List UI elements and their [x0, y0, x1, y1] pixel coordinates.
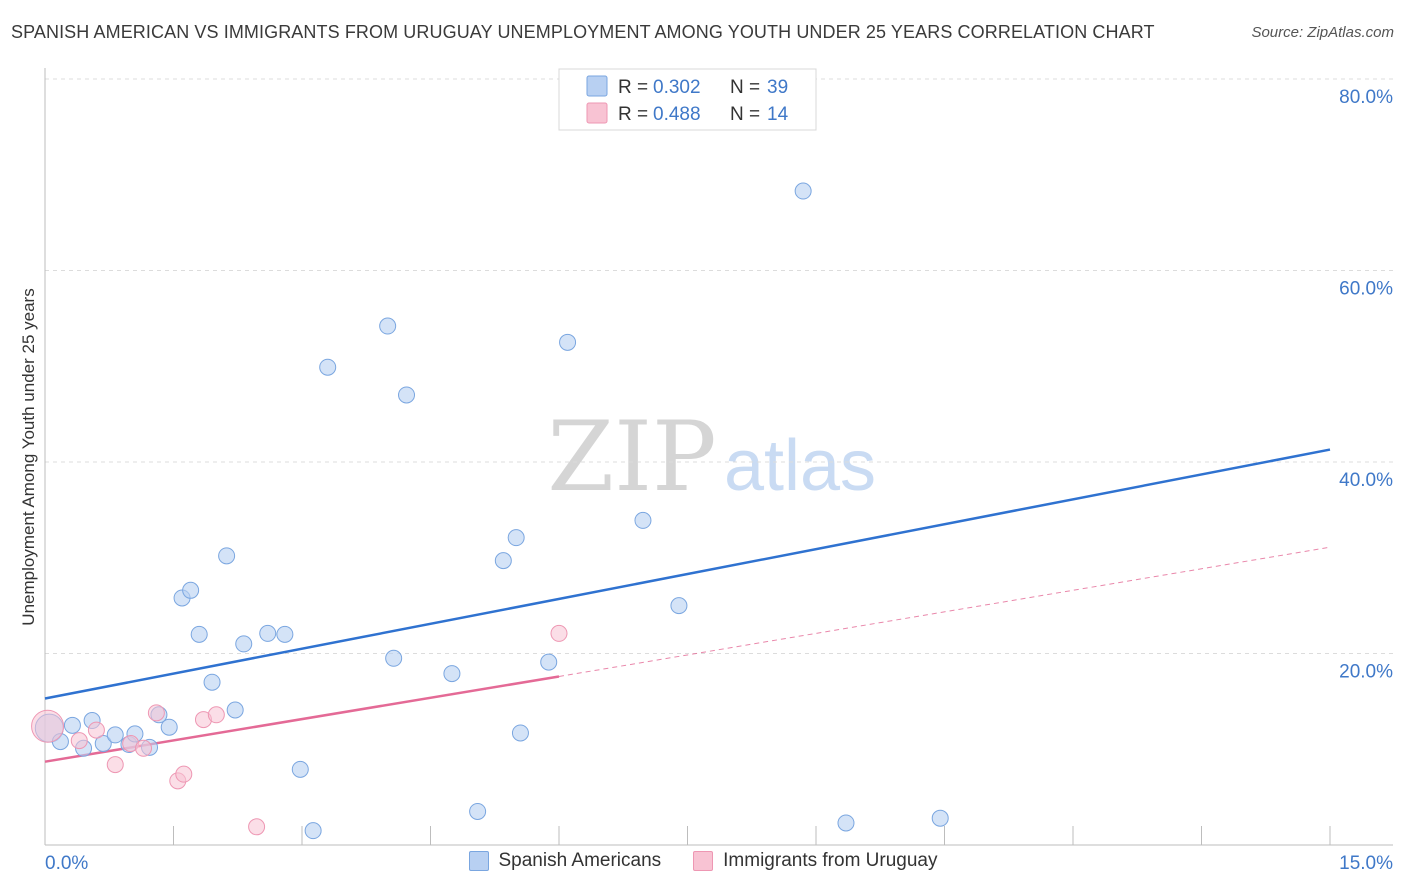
point-spanish-americans: [385, 649, 403, 667]
point-immigrants-uruguay: [135, 739, 153, 757]
trend-extension-immigrants-uruguay: [558, 546, 1331, 677]
point-spanish-americans: [398, 386, 416, 404]
x-tick-label-min: 0.0%: [45, 853, 88, 874]
source-credit: Source: ZipAtlas.com: [1251, 24, 1394, 41]
swatch-spanish-americans: [468, 851, 489, 871]
legend-label-spanish-americans: Spanish Americans: [498, 850, 662, 871]
chart-title: SPANISH AMERICAN VS IMMIGRANTS FROM URUG…: [11, 22, 1155, 42]
legend-r-label-1: R =: [618, 77, 648, 98]
point-spanish-americans: [494, 552, 512, 570]
point-spanish-americans: [182, 581, 200, 599]
point-spanish-americans: [276, 625, 294, 643]
x-tick-label-max: 15.0%: [1339, 853, 1393, 874]
point-immigrants-uruguay: [248, 818, 266, 836]
watermark-zip: ZIP: [547, 401, 716, 513]
point-spanish-americans: [469, 802, 487, 820]
point-spanish-americans: [670, 597, 688, 615]
legend-item-immigrants-uruguay: Immigrants from Uruguay: [693, 850, 938, 872]
point-spanish-americans: [259, 624, 277, 642]
legend-n-value-1: 39: [767, 77, 788, 98]
legend-r-value-1: 0.302: [653, 77, 701, 98]
legend-n-label-1: N =: [730, 77, 760, 98]
point-spanish-americans: [559, 333, 577, 351]
point-spanish-americans: [511, 724, 529, 742]
point-immigrants-uruguay: [87, 721, 105, 739]
point-spanish-americans: [94, 735, 112, 753]
correlation-legend: R = 0.302 N = 39 R = 0.488 N = 14: [558, 68, 817, 131]
y-tick-label-20: 20.0%: [1339, 662, 1393, 683]
point-spanish-americans: [794, 182, 812, 200]
legend-swatch-pink: [586, 102, 608, 124]
point-spanish-americans: [235, 635, 253, 653]
point-spanish-americans: [837, 814, 855, 832]
legend-swatch-blue: [586, 75, 608, 97]
point-spanish-americans: [190, 625, 208, 643]
legend-r-label-2: R =: [618, 104, 648, 125]
point-immigrants-uruguay: [31, 709, 65, 743]
y-axis-label: Unemployment Among Youth under 25 years: [19, 288, 38, 625]
y-tick-label-60: 60.0%: [1339, 279, 1393, 300]
point-spanish-americans: [106, 726, 124, 744]
point-spanish-americans: [634, 511, 652, 529]
point-immigrants-uruguay: [550, 624, 568, 642]
point-spanish-americans: [291, 760, 309, 778]
legend-item-spanish-americans: Spanish Americans: [468, 850, 662, 872]
trend-line-spanish-americans: [44, 448, 1331, 700]
point-immigrants-uruguay: [70, 732, 88, 750]
legend-label-immigrants-uruguay: Immigrants from Uruguay: [723, 850, 938, 871]
y-tick-label-80: 80.0%: [1339, 87, 1393, 108]
point-spanish-americans: [304, 822, 322, 840]
point-spanish-americans: [319, 358, 337, 376]
point-spanish-americans: [218, 547, 236, 565]
point-spanish-americans: [931, 809, 949, 827]
legend-r-value-2: 0.488: [653, 104, 701, 125]
y-tick-label-40: 40.0%: [1339, 470, 1393, 491]
point-spanish-americans: [226, 701, 244, 719]
point-spanish-americans: [203, 673, 221, 691]
point-immigrants-uruguay: [106, 756, 124, 774]
legend-n-value-2: 14: [767, 104, 789, 125]
point-immigrants-uruguay: [207, 706, 225, 724]
point-spanish-americans: [160, 718, 178, 736]
swatch-immigrants-uruguay: [693, 851, 714, 871]
point-immigrants-uruguay: [147, 704, 165, 722]
watermark-atlas: atlas: [724, 426, 876, 506]
series-legend: Spanish Americans Immigrants from Urugua…: [0, 850, 1406, 872]
data-points: [31, 182, 949, 840]
point-immigrants-uruguay: [175, 765, 193, 783]
point-spanish-americans: [507, 529, 525, 547]
point-spanish-americans: [540, 653, 558, 671]
point-spanish-americans: [63, 716, 81, 734]
legend-n-label-2: N =: [730, 104, 760, 125]
tick-labels: 20.0% 40.0% 60.0% 80.0% 0.0% 15.0%: [45, 87, 1393, 874]
point-spanish-americans: [443, 665, 461, 683]
point-spanish-americans: [379, 317, 397, 335]
